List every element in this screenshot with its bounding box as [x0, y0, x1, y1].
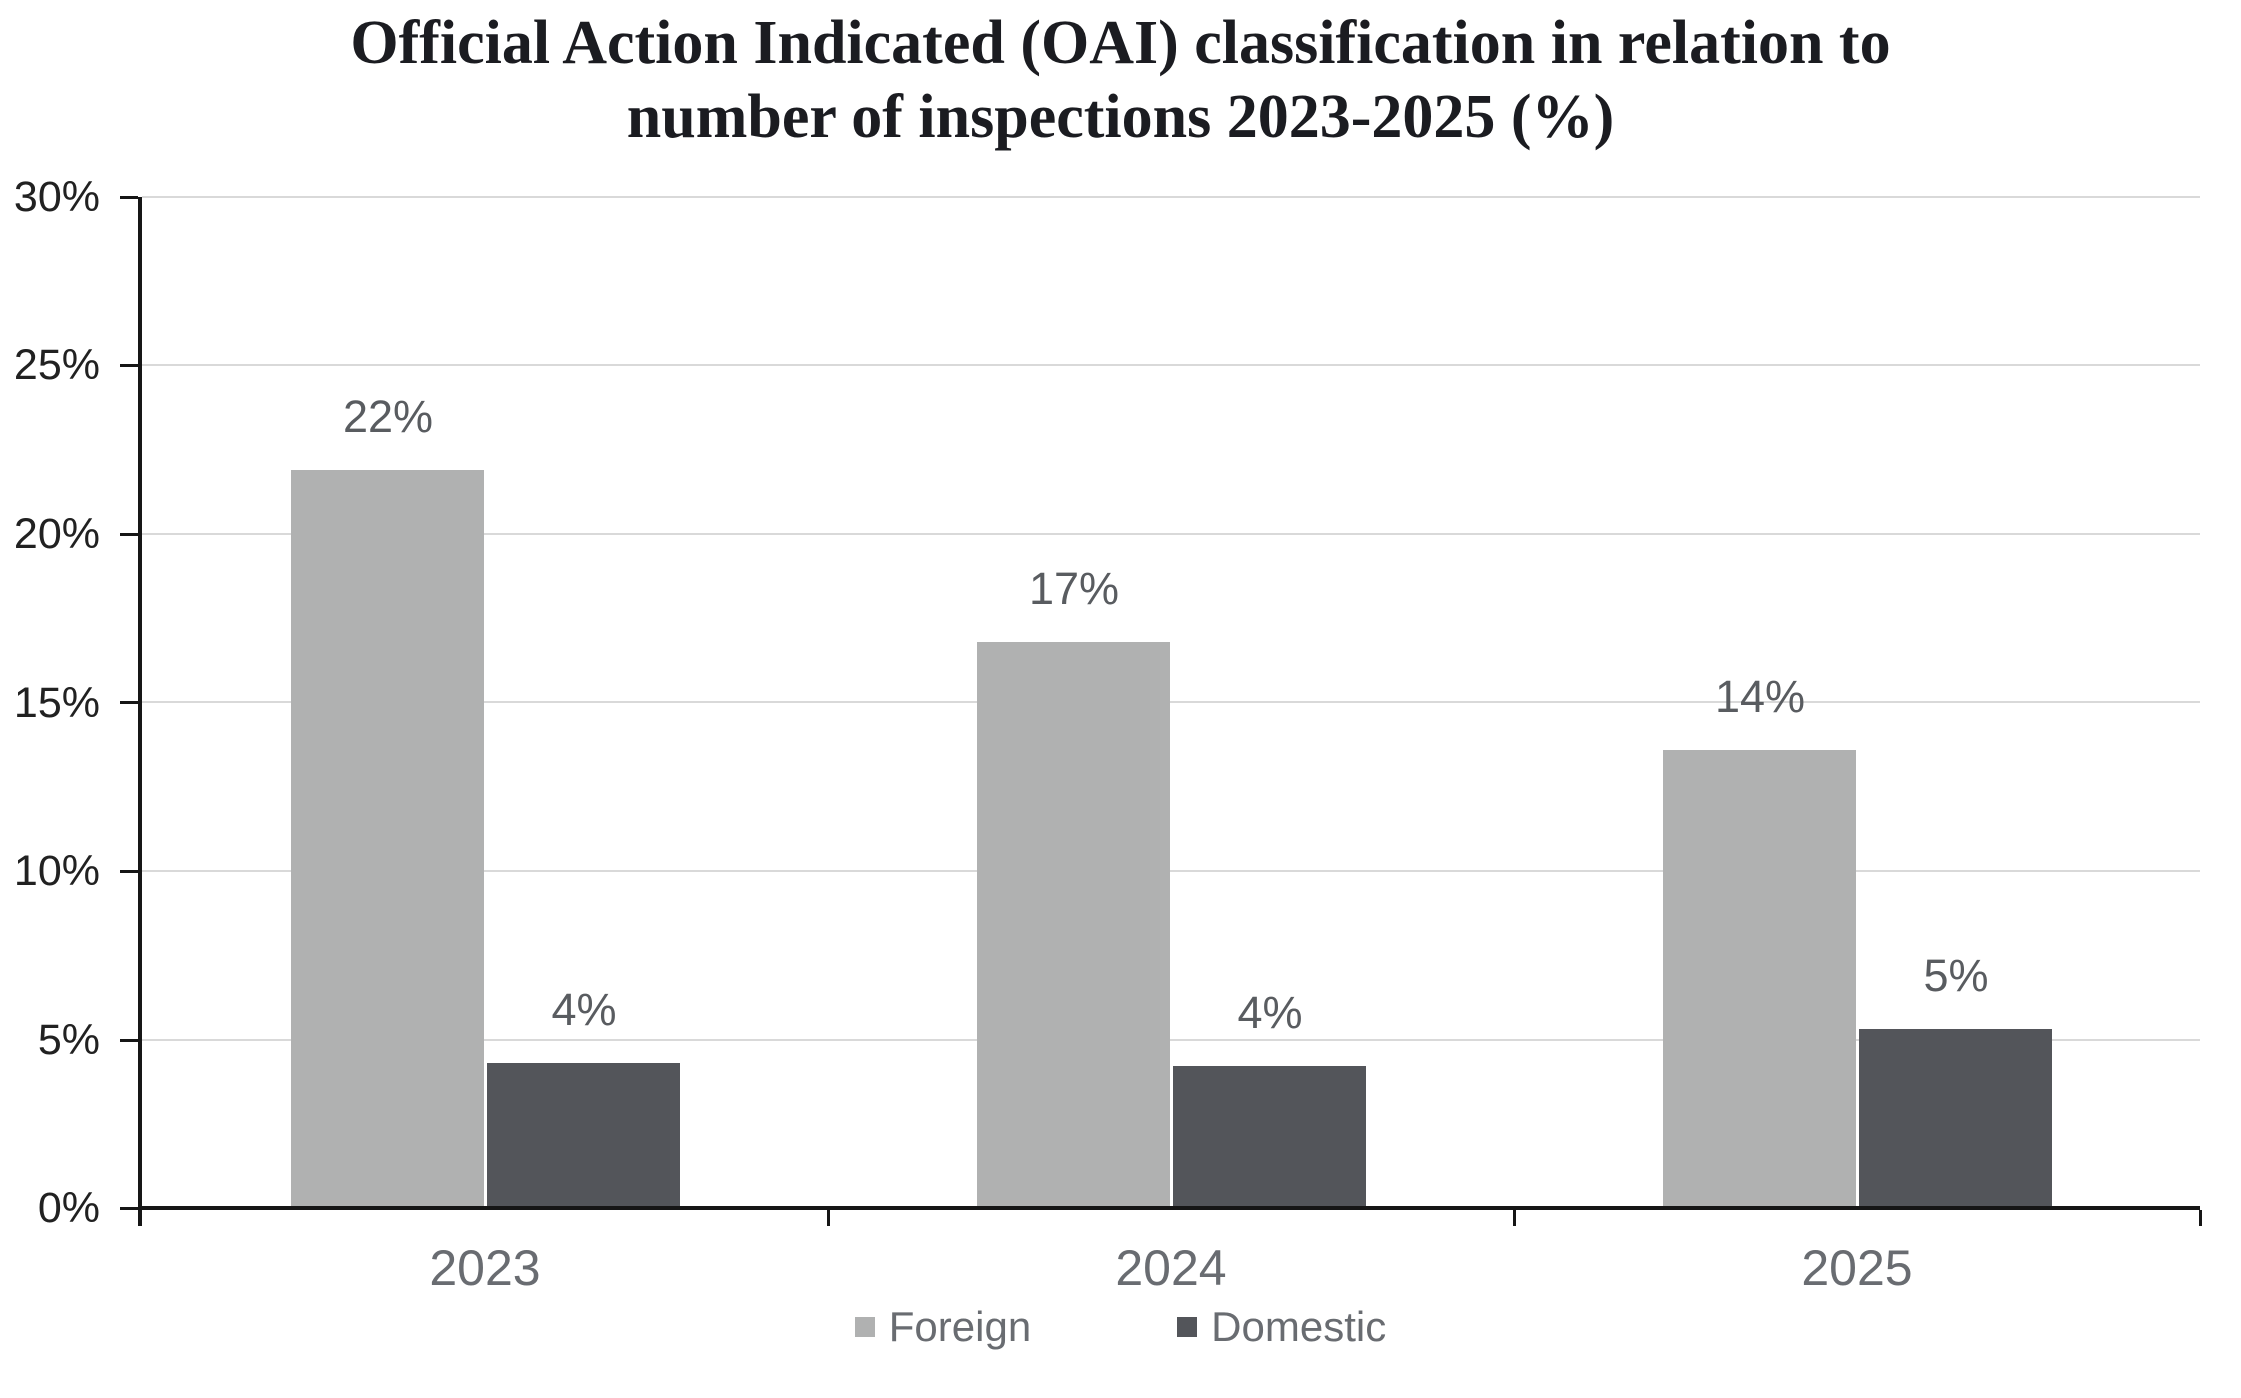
x-axis-line: [138, 1206, 2200, 1210]
x-axis-tick-1: [827, 1210, 830, 1226]
gridline-20pct: [142, 533, 2200, 535]
x-axis-tick-2: [1513, 1210, 1516, 1226]
gridline-10pct: [142, 870, 2200, 872]
y-axis-tick-10pct: [120, 870, 138, 873]
chart-title: Official Action Indicated (OAI) classifi…: [0, 6, 2241, 155]
data-label-domestic-2025: 5%: [1923, 950, 1989, 1001]
y-axis-tick-25pct: [120, 364, 138, 367]
bar-domestic-2024: [1173, 1066, 1366, 1208]
bar-foreign-2023: [291, 470, 484, 1208]
data-label-foreign-2025: 14%: [1714, 671, 1806, 722]
y-axis-label-10pct: 10%: [13, 847, 100, 895]
bar-foreign-2024: [977, 642, 1170, 1208]
y-axis-tick-30pct: [120, 196, 138, 199]
bar-domestic-2025: [1859, 1029, 2052, 1208]
gridline-30pct: [142, 196, 2200, 198]
x-axis-tick-3: [2199, 1210, 2202, 1226]
x-axis-label-2023: 2023: [429, 1240, 541, 1296]
legend-swatch-foreign-icon: [854, 1317, 875, 1337]
legend-item-domestic: Domestic: [1177, 1306, 1386, 1348]
y-axis-label-15pct: 15%: [13, 679, 100, 727]
y-axis-line: [138, 197, 142, 1226]
chart-title-line2: number of inspections 2023-2025 (%): [626, 83, 1615, 152]
legend-item-foreign: Foreign: [854, 1303, 1032, 1350]
y-axis-label-20pct: 20%: [13, 510, 100, 558]
legend-swatch-domestic-icon: [1177, 1317, 1198, 1337]
data-label-domestic-2024: 4%: [1237, 987, 1303, 1038]
y-axis-label-30pct: 30%: [13, 173, 100, 221]
data-label-foreign-2024: 17%: [1028, 563, 1120, 614]
legend-label-domestic: Domestic: [1211, 1303, 1387, 1350]
data-label-foreign-2023: 22%: [342, 391, 434, 442]
y-axis-label-5pct: 5%: [37, 1016, 100, 1064]
y-axis-tick-0pct: [120, 1207, 138, 1210]
y-axis-tick-5pct: [120, 1039, 138, 1042]
bar-domestic-2023: [487, 1063, 680, 1208]
chart-title-line1: Official Action Indicated (OAI) classifi…: [350, 9, 1891, 77]
gridline-15pct: [142, 701, 2200, 703]
y-axis-label-25pct: 25%: [13, 341, 100, 389]
legend: Foreign Domestic: [0, 1306, 2241, 1348]
x-axis-label-2025: 2025: [1801, 1240, 1913, 1296]
plot-area: [120, 196, 2202, 1226]
y-axis-tick-20pct: [120, 533, 138, 536]
gridline-5pct: [142, 1039, 2200, 1041]
y-axis-label-0pct: 0%: [37, 1184, 100, 1232]
legend-label-foreign: Foreign: [888, 1303, 1032, 1350]
y-axis-tick-15pct: [120, 701, 138, 704]
data-label-domestic-2023: 4%: [551, 984, 617, 1035]
bar-foreign-2025: [1663, 750, 1856, 1208]
x-axis-label-2024: 2024: [1115, 1240, 1227, 1296]
gridline-25pct: [142, 364, 2200, 366]
